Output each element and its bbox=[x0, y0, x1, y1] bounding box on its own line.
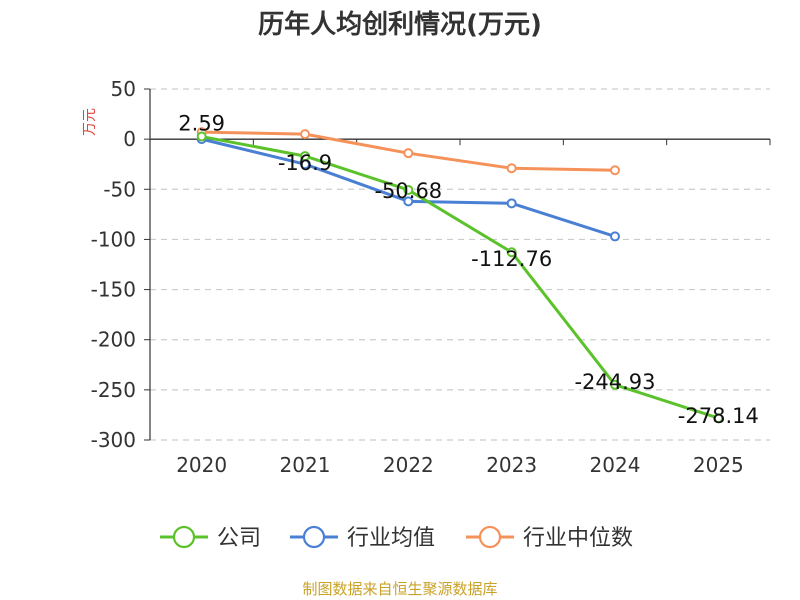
legend-label: 行业均值 bbox=[347, 526, 435, 551]
data-label: -16.9 bbox=[278, 151, 332, 175]
series-line bbox=[201, 135, 719, 420]
data-point[interactable] bbox=[610, 231, 620, 242]
data-point[interactable] bbox=[403, 184, 414, 195]
y-tick-label: -200 bbox=[91, 328, 136, 352]
y-axis-label: 万元 bbox=[82, 108, 98, 136]
y-tick-label: -100 bbox=[91, 227, 136, 251]
data-point[interactable] bbox=[713, 413, 724, 424]
x-tick-label: 2023 bbox=[486, 453, 537, 477]
legend-item[interactable]: 公司 bbox=[160, 525, 261, 551]
y-tick-label: -150 bbox=[91, 278, 136, 302]
data-point[interactable] bbox=[196, 131, 207, 142]
series-lines bbox=[196, 127, 724, 424]
x-tick-label: 2022 bbox=[383, 453, 434, 477]
axes: 50 0 -50 -100 -150 -200 -250 -300 2020 2021 2022 20… bbox=[91, 77, 771, 477]
data-label: 2.59 bbox=[178, 112, 225, 136]
legend-item[interactable]: 行业均值 bbox=[290, 525, 435, 551]
data-labels: 2.59 -16.9 -50.68 -112.76 -244.93 -278.14 bbox=[178, 112, 759, 429]
data-label: -50.68 bbox=[374, 179, 442, 203]
x-tick-label: 2021 bbox=[280, 453, 331, 477]
data-point[interactable] bbox=[610, 165, 620, 176]
y-tick-label: -50 bbox=[103, 177, 136, 201]
data-point[interactable] bbox=[506, 163, 517, 174]
legend-marker bbox=[302, 525, 326, 549]
x-tick-label: 2020 bbox=[176, 453, 227, 477]
legend-marker bbox=[172, 525, 196, 549]
data-point[interactable] bbox=[300, 151, 310, 162]
y-tick-label: -250 bbox=[91, 378, 136, 402]
data-point[interactable] bbox=[610, 379, 620, 390]
x-tick-label: 2025 bbox=[693, 453, 744, 477]
y-tick-label: 50 bbox=[111, 77, 136, 101]
series-2 bbox=[196, 127, 620, 176]
data-point[interactable] bbox=[300, 129, 310, 140]
data-label: -244.93 bbox=[574, 370, 655, 394]
legend[interactable]: 公司 行业均值 行业中位数 bbox=[160, 525, 633, 551]
legend-marker bbox=[478, 525, 502, 549]
legend-item[interactable]: 行业中位数 bbox=[466, 525, 633, 551]
data-point[interactable] bbox=[403, 196, 414, 207]
data-point[interactable] bbox=[403, 148, 414, 159]
legend-label: 行业中位数 bbox=[523, 526, 633, 551]
y-tick-label: 0 bbox=[123, 127, 136, 151]
chart-title: 历年人均创利情况(万元) bbox=[258, 9, 542, 40]
series-0 bbox=[196, 131, 724, 424]
y-tick-label: -300 bbox=[91, 428, 136, 452]
legend-label: 公司 bbox=[217, 526, 261, 551]
grid-lines bbox=[150, 88, 770, 441]
data-label: -112.76 bbox=[471, 247, 552, 271]
data-label: -278.14 bbox=[678, 404, 759, 428]
x-tick-label: 2024 bbox=[590, 453, 641, 477]
data-point[interactable] bbox=[506, 198, 517, 209]
data-point[interactable] bbox=[506, 247, 517, 258]
source-note: 制图数据来自恒生聚源数据库 bbox=[302, 580, 497, 598]
